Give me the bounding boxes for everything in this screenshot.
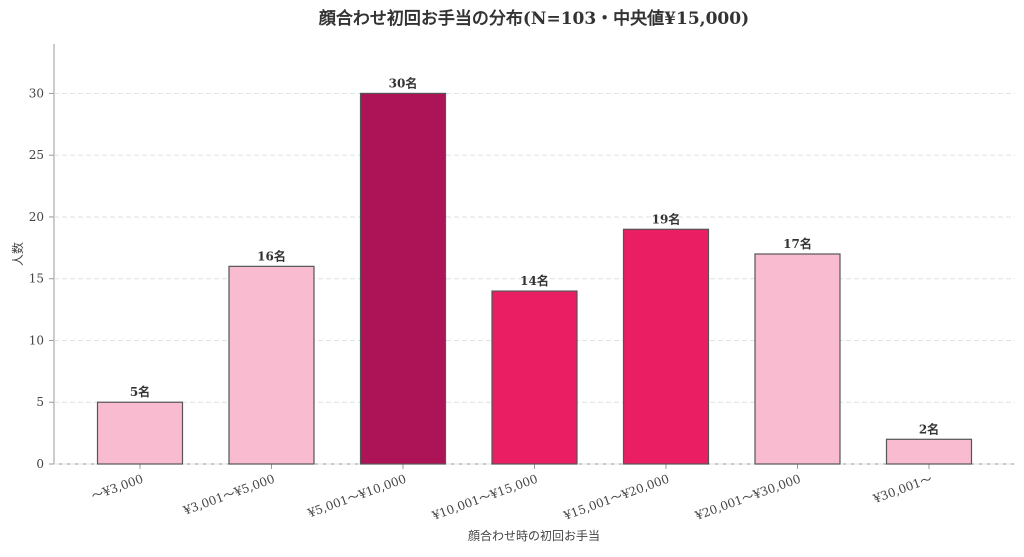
y-tick-label: 25: [29, 148, 44, 162]
value-label: 5名: [130, 384, 150, 399]
y-tick-label: 0: [36, 457, 44, 471]
y-axis-label: 人数: [10, 242, 25, 266]
value-label: 30名: [389, 75, 418, 90]
bar: [228, 265, 315, 465]
bar: [622, 228, 710, 465]
bar: [885, 438, 973, 465]
x-tick-label: ¥20,001〜¥30,000: [692, 472, 802, 524]
x-axis-label: 顔合わせ時の初回お手当: [468, 528, 600, 543]
value-label: 17名: [783, 236, 812, 251]
bar: [96, 401, 184, 465]
y-tick-label: 30: [29, 86, 44, 100]
y-tick-label: 10: [29, 333, 44, 347]
y-tick-label: 5: [36, 395, 44, 409]
value-label: 16名: [257, 248, 286, 263]
x-tick-label: ¥15,001〜¥20,000: [561, 472, 671, 524]
y-tick-label: 15: [29, 272, 44, 286]
x-tick-label: ¥10,001〜¥15,000: [429, 472, 539, 524]
value-label: 19名: [652, 211, 681, 226]
x-tick-label: ¥3,001〜¥5,000: [181, 472, 277, 518]
chart-title: 顔合わせ初回お手当の分布(N=103・中央値¥15,000): [318, 8, 749, 29]
x-tick-label: ¥5,001〜¥10,000: [305, 472, 408, 521]
value-label: 2名: [919, 421, 939, 436]
bar: [491, 290, 578, 465]
value-label: 14名: [520, 273, 549, 288]
y-tick-label: 20: [29, 210, 44, 224]
x-tick-label: ¥30,001〜: [870, 472, 934, 507]
x-tick-label: 〜¥3,000: [89, 472, 145, 504]
bar: [754, 253, 841, 465]
bar: [359, 92, 447, 465]
